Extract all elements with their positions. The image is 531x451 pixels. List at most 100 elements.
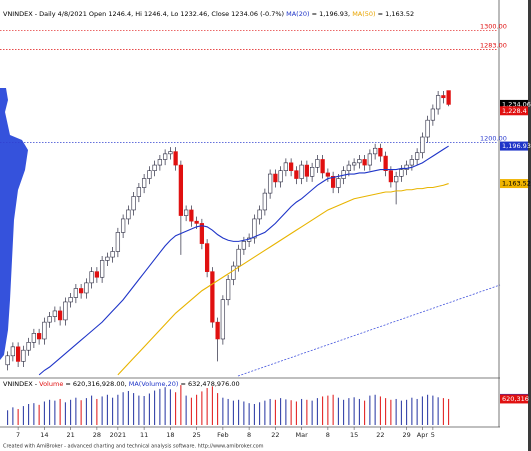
volume-bar (295, 401, 297, 425)
x-tick-label: 14 (40, 431, 48, 439)
candle-body (446, 90, 451, 105)
volume-bar (85, 398, 87, 425)
volume-bar (201, 391, 203, 425)
volume-bar (117, 394, 119, 425)
x-tick-label: 25 (192, 431, 200, 439)
candle-body (173, 151, 178, 166)
candle-body (283, 162, 289, 171)
price-marker (500, 106, 528, 116)
volume-bar (337, 397, 339, 425)
candle-body (168, 151, 173, 155)
candle-body (441, 95, 446, 99)
volume-bar (164, 387, 166, 425)
volume-bar (138, 395, 140, 425)
x-tick-label: 21 (66, 431, 74, 439)
candle-body (52, 310, 58, 317)
candle-body (78, 288, 84, 294)
candle-body (47, 316, 52, 323)
volume-bar (106, 394, 108, 425)
price-marker (500, 141, 528, 151)
volume-marker-label: 620,316 (502, 395, 529, 403)
candle-body (105, 256, 110, 261)
x-tick-label: 18 (166, 431, 174, 439)
candle-body (262, 192, 268, 211)
moving-average (117, 183, 449, 376)
candle-body (15, 346, 21, 362)
candle-body (10, 346, 16, 357)
candle-body (378, 147, 383, 157)
candle-body (215, 321, 220, 340)
volume-bar (343, 399, 345, 425)
volume-bar (406, 399, 408, 425)
chart-header: VNINDEX - Daily 4/8/2021 Open 1246.4, Hi… (3, 10, 414, 18)
volume-bar (442, 398, 444, 425)
candle-body (189, 209, 194, 222)
x-tick-label: Feb (217, 431, 229, 439)
candle-body (425, 119, 430, 138)
x-tick-label: Apr (417, 431, 429, 439)
volume-bar (70, 399, 72, 425)
volume-bar (416, 398, 418, 425)
candle-body (84, 282, 89, 294)
volume-bar (91, 395, 93, 425)
volume-bar (75, 397, 77, 425)
price-marker-label: 1,163.52 (502, 180, 531, 188)
volume-bar (180, 385, 182, 425)
volume-bar (364, 400, 366, 425)
volume-bar (385, 398, 387, 425)
volume-bar (175, 392, 177, 425)
volume-bar (369, 395, 371, 425)
candle-body (330, 175, 336, 188)
candle-body (367, 153, 373, 166)
candle-body (320, 159, 325, 174)
volume-bar (33, 403, 35, 425)
volume-bar (280, 398, 282, 425)
candle-body (241, 241, 247, 250)
price-marker-label: 1,228.4 (502, 107, 527, 115)
candle-body (73, 288, 79, 298)
candle-body (404, 164, 409, 170)
header-part: = 1,196.93, (310, 10, 353, 18)
candle-body (231, 265, 236, 280)
volume-bar (411, 397, 413, 425)
trend-line (237, 284, 501, 377)
x-tick-label: 7 (16, 431, 20, 439)
volume-bar (358, 398, 360, 425)
candle-body (225, 279, 231, 301)
candle-body (31, 333, 37, 343)
volume-bar (7, 410, 9, 425)
price-marker (500, 99, 528, 109)
candle-body (210, 271, 215, 323)
x-tick-label: Mar (295, 431, 308, 439)
candle-body (346, 164, 352, 171)
volume-bar (311, 400, 313, 425)
candle-body (183, 209, 189, 216)
candle-body (178, 164, 184, 216)
volume-bar (269, 398, 271, 425)
candle-body (220, 299, 226, 340)
volume-bar (96, 398, 98, 425)
candle-body (315, 159, 320, 168)
x-tick-label: 15 (350, 431, 358, 439)
candle-body (194, 220, 199, 224)
candle-body (162, 153, 168, 160)
volume-profile (0, 88, 28, 360)
candle-body (414, 152, 420, 160)
volume-bar (374, 394, 376, 425)
volume-bar (43, 401, 45, 425)
volume-bar (17, 409, 19, 425)
candle-body (126, 209, 131, 220)
candle-body (362, 159, 367, 166)
volume-bar (379, 396, 381, 425)
candle-body (383, 155, 388, 171)
volume-bar (232, 400, 234, 425)
volume-bar (243, 401, 245, 425)
candle-body (236, 248, 241, 267)
volume-bar (448, 398, 450, 425)
candle-body (152, 164, 157, 171)
candle-body (157, 159, 163, 166)
candle-body (420, 136, 425, 154)
study-label: 1200.00 (480, 135, 507, 143)
